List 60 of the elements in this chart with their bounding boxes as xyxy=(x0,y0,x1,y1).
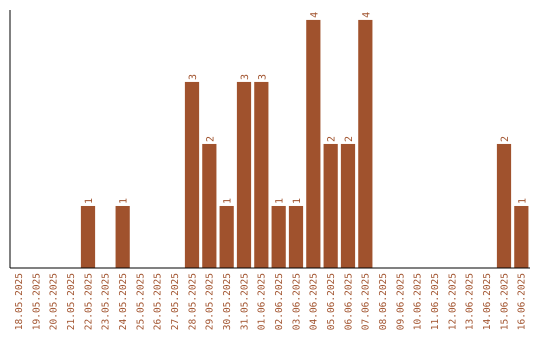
x-tick-label: 20.05.2025 xyxy=(48,273,60,330)
x-tick-label: 06.06.2025 xyxy=(343,273,354,330)
bar xyxy=(306,20,320,268)
x-tick-label: 16.06.2025 xyxy=(516,273,528,330)
data-label: 1 xyxy=(517,198,528,204)
bar xyxy=(514,206,528,268)
x-tick-label: 31.05.2025 xyxy=(239,273,250,330)
x-tick-label: 04.06.2025 xyxy=(308,273,320,330)
data-label: 3 xyxy=(240,74,251,80)
bar xyxy=(184,82,200,268)
x-tick-label: 05.06.2025 xyxy=(326,273,337,330)
x-tick-label: 07.06.2025 xyxy=(360,273,372,330)
x-tick-label: 12.06.2025 xyxy=(447,273,458,330)
data-label: 1 xyxy=(222,198,234,204)
x-tick-label: 15.06.2025 xyxy=(499,273,510,330)
bar xyxy=(496,144,512,268)
bar xyxy=(254,82,268,268)
bar xyxy=(324,144,338,268)
data-label: 1 xyxy=(84,198,95,204)
x-tick-label: 01.06.2025 xyxy=(256,273,268,330)
data-label: 4 xyxy=(309,12,320,18)
bar xyxy=(116,206,130,268)
x-tick-label: 28.05.2025 xyxy=(187,273,198,330)
data-label: 1 xyxy=(274,198,286,204)
bar xyxy=(236,82,252,268)
data-label: 3 xyxy=(257,74,268,80)
bar xyxy=(220,206,234,268)
data-label: 1 xyxy=(118,198,130,204)
x-tick-label: 29.05.2025 xyxy=(204,273,216,330)
bar xyxy=(288,206,304,268)
data-label: 4 xyxy=(361,12,372,18)
x-tick-label: 09.06.2025 xyxy=(395,273,406,330)
bar xyxy=(340,144,356,268)
x-tick-label: 02.06.2025 xyxy=(274,273,285,330)
x-tick-label: 30.05.2025 xyxy=(222,273,233,330)
data-label: 2 xyxy=(326,136,338,142)
data-label: 2 xyxy=(500,136,511,142)
data-label: 3 xyxy=(188,74,199,80)
x-tick-label: 21.05.2025 xyxy=(66,273,77,330)
x-tick-label: 18.05.2025 xyxy=(14,273,25,330)
x-tick-label: 08.06.2025 xyxy=(378,273,389,330)
x-tick-label: 10.06.2025 xyxy=(412,273,424,330)
bar xyxy=(80,206,96,268)
x-tick-label: 19.05.2025 xyxy=(31,273,42,330)
bar xyxy=(272,206,286,268)
data-label: 2 xyxy=(205,136,216,142)
x-tick-label: 14.06.2025 xyxy=(482,273,493,330)
bar xyxy=(358,20,372,268)
x-tick-label: 25.05.2025 xyxy=(135,273,146,330)
x-tick-label: 13.06.2025 xyxy=(464,273,476,330)
data-label: 1 xyxy=(292,198,303,204)
x-tick-label: 03.06.2025 xyxy=(291,273,302,330)
x-tick-label: 26.05.2025 xyxy=(152,273,164,330)
data-label: 2 xyxy=(344,136,355,142)
x-tick-label: 27.05.2025 xyxy=(170,273,181,330)
x-tick-label: 22.05.2025 xyxy=(83,273,94,330)
x-tick-label: 11.06.2025 xyxy=(430,273,441,330)
x-tick-label: 23.05.2025 xyxy=(100,273,112,330)
x-tick-label: 24.05.2025 xyxy=(118,273,129,330)
bar xyxy=(202,144,216,268)
